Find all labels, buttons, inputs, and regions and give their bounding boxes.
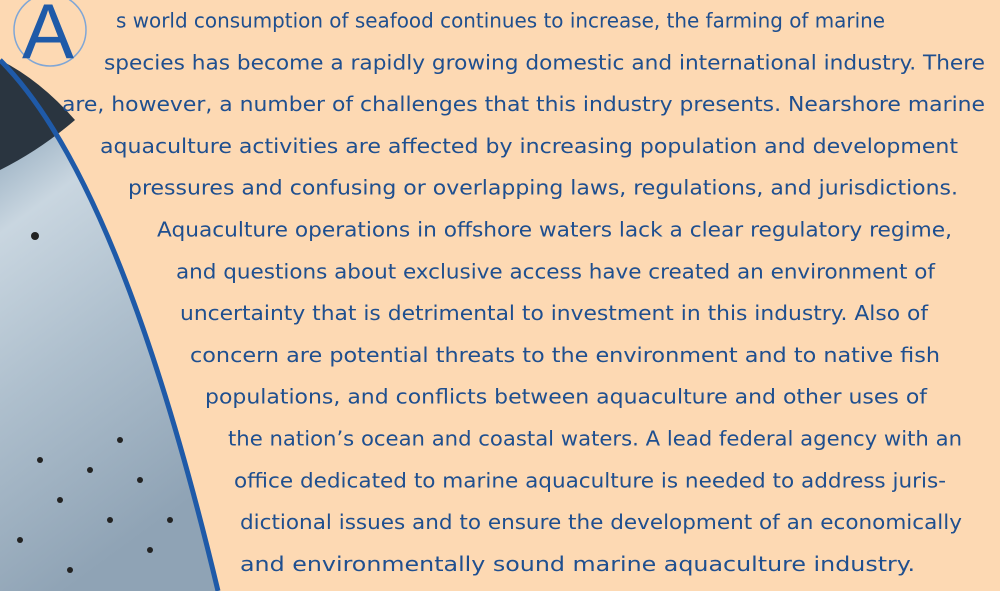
- text-line: and environmentally sound marine aquacul…: [240, 552, 915, 576]
- text-line: aquaculture activities are affected by i…: [100, 134, 958, 158]
- text-line: s world consumption of seafood continues…: [116, 9, 885, 33]
- paragraph: s world consumption of seafood continues…: [62, 9, 985, 576]
- text-line: and questions about exclusive access hav…: [176, 259, 936, 283]
- text-line: species has become a rapidly growing dom…: [104, 50, 985, 74]
- text-line: populations, and conflicts between aquac…: [205, 385, 928, 409]
- text-line: uncertainty that is detrimental to inves…: [180, 301, 929, 325]
- text-line: office dedicated to marine aquaculture i…: [234, 468, 946, 492]
- text-line: concern are potential threats to the env…: [190, 343, 940, 367]
- text-line: pressures and confusing or overlapping l…: [128, 176, 958, 200]
- text-line: the nation’s ocean and coastal waters. A…: [228, 427, 962, 451]
- drop-cap: A: [22, 0, 74, 75]
- page: {"drop_cap": "A", "lines": [ "s world co…: [0, 0, 1000, 591]
- document: A s world consumption of seafood continu…: [0, 0, 1000, 591]
- text-line: dictional issues and to ensure the devel…: [240, 510, 962, 534]
- text-line: Aquaculture operations in offshore water…: [157, 218, 952, 242]
- text-line: are, however, a number of challenges tha…: [62, 92, 985, 116]
